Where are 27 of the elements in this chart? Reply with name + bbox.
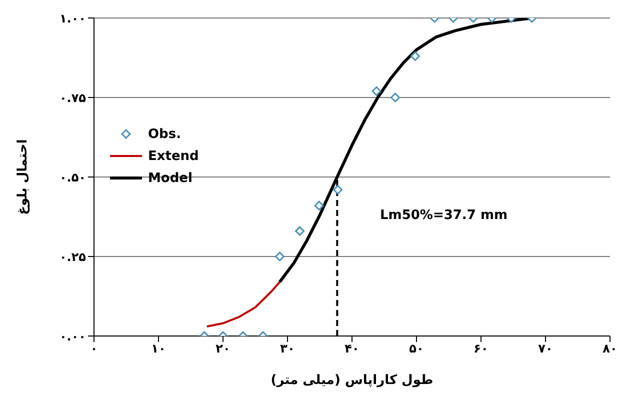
legend-label: Extend bbox=[148, 148, 199, 164]
legend-label: Obs. bbox=[148, 126, 182, 142]
x-tick-label: ۲۰ bbox=[216, 342, 230, 356]
x-tick-label: ۰ bbox=[90, 342, 98, 356]
x-tick-label: ۵۰ bbox=[409, 342, 424, 356]
point bbox=[333, 184, 343, 194]
point bbox=[275, 252, 285, 262]
point bbox=[314, 200, 324, 210]
y-tick-label: ۰.۲۵ bbox=[59, 250, 86, 264]
x-axis-title: طول کاراپاس (میلی متر) bbox=[270, 373, 434, 388]
y-tick-label: ۰.۵۰ bbox=[59, 170, 86, 184]
x-tick-label: ۳۰ bbox=[280, 342, 295, 356]
x-tick-label: ۷۰ bbox=[538, 342, 553, 356]
annotation: Lm50%=37.7 mm bbox=[380, 208, 508, 223]
x-tick-label: ۴۰ bbox=[344, 342, 360, 356]
x-tick-label: ۶۰ bbox=[474, 342, 488, 356]
point bbox=[372, 86, 382, 96]
y-tick-label: ۱.۰۰ bbox=[59, 11, 86, 26]
y-tick-label: ۰.۷۵ bbox=[59, 90, 86, 105]
line-series bbox=[206, 280, 281, 328]
x-tick-label: ۱۰ bbox=[151, 342, 166, 356]
point bbox=[295, 226, 305, 236]
point bbox=[390, 92, 400, 102]
y-tick-label: ۰.۰۰ bbox=[59, 329, 86, 344]
legend-label: Model bbox=[148, 170, 192, 186]
y-axis-title: احتمال بلوغ bbox=[16, 139, 31, 215]
x-tick-label: ۸۰ bbox=[602, 342, 618, 356]
